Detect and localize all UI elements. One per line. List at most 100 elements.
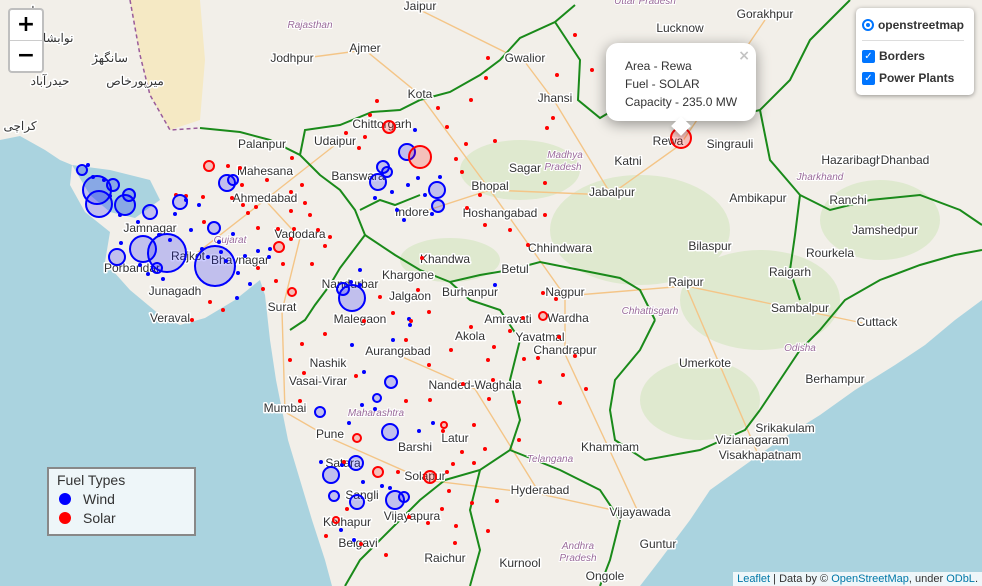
checkbox-checked-icon[interactable]: ✓ bbox=[861, 71, 875, 85]
solar-plant-dot[interactable] bbox=[454, 157, 458, 161]
solar-plant-dot[interactable] bbox=[276, 227, 280, 231]
solar-plant-marker[interactable] bbox=[203, 160, 215, 172]
wind-plant-dot[interactable] bbox=[161, 277, 165, 281]
solar-plant-dot[interactable] bbox=[440, 507, 444, 511]
wind-plant-marker[interactable] bbox=[398, 491, 410, 503]
solar-plant-dot[interactable] bbox=[465, 206, 469, 210]
solar-plant-dot[interactable] bbox=[484, 76, 488, 80]
wind-plant-dot[interactable] bbox=[417, 429, 421, 433]
solar-plant-dot[interactable] bbox=[300, 183, 304, 187]
wind-plant-dot[interactable] bbox=[413, 128, 417, 132]
solar-plant-dot[interactable] bbox=[362, 319, 366, 323]
wind-plant-marker[interactable] bbox=[322, 466, 340, 484]
wind-plant-dot[interactable] bbox=[438, 175, 442, 179]
wind-plant-marker[interactable] bbox=[142, 204, 158, 220]
solar-plant-dot[interactable] bbox=[345, 507, 349, 511]
base-layer-openstreetmap[interactable]: openstreetmap bbox=[861, 14, 964, 36]
solar-plant-dot[interactable] bbox=[357, 146, 361, 150]
wind-plant-dot[interactable] bbox=[395, 208, 399, 212]
solar-plant-dot[interactable] bbox=[384, 553, 388, 557]
solar-plant-dot[interactable] bbox=[226, 164, 230, 168]
solar-plant-dot[interactable] bbox=[238, 166, 242, 170]
solar-plant-dot[interactable] bbox=[324, 534, 328, 538]
wind-plant-marker[interactable] bbox=[369, 173, 387, 191]
solar-plant-dot[interactable] bbox=[316, 228, 320, 232]
wind-plant-dot[interactable] bbox=[406, 183, 410, 187]
solar-plant-dot[interactable] bbox=[261, 287, 265, 291]
solar-plant-dot[interactable] bbox=[478, 193, 482, 197]
wind-plant-marker[interactable] bbox=[194, 245, 236, 287]
zoom-out-button[interactable]: − bbox=[16, 43, 36, 68]
solar-plant-dot[interactable] bbox=[445, 470, 449, 474]
solar-plant-dot[interactable] bbox=[202, 220, 206, 224]
wind-plant-dot[interactable] bbox=[350, 343, 354, 347]
wind-plant-marker[interactable] bbox=[122, 188, 136, 202]
wind-plant-marker[interactable] bbox=[348, 455, 364, 471]
solar-plant-dot[interactable] bbox=[256, 266, 260, 270]
solar-plant-dot[interactable] bbox=[590, 68, 594, 72]
solar-plant-marker[interactable] bbox=[352, 433, 362, 443]
solar-plant-dot[interactable] bbox=[208, 300, 212, 304]
solar-plant-dot[interactable] bbox=[420, 256, 424, 260]
solar-plant-dot[interactable] bbox=[555, 73, 559, 77]
solar-plant-dot[interactable] bbox=[521, 316, 525, 320]
solar-plant-dot[interactable] bbox=[449, 348, 453, 352]
solar-plant-dot[interactable] bbox=[543, 213, 547, 217]
solar-plant-marker[interactable] bbox=[408, 145, 432, 169]
wind-plant-dot[interactable] bbox=[431, 421, 435, 425]
solar-plant-dot[interactable] bbox=[486, 358, 490, 362]
wind-plant-dot[interactable] bbox=[119, 241, 123, 245]
solar-plant-dot[interactable] bbox=[378, 295, 382, 299]
solar-plant-dot[interactable] bbox=[472, 423, 476, 427]
solar-plant-marker[interactable] bbox=[372, 466, 384, 478]
solar-plant-dot[interactable] bbox=[298, 399, 302, 403]
solar-plant-dot[interactable] bbox=[404, 399, 408, 403]
solar-plant-dot[interactable] bbox=[538, 380, 542, 384]
wind-plant-dot[interactable] bbox=[248, 282, 252, 286]
solar-plant-dot[interactable] bbox=[426, 521, 430, 525]
solar-plant-dot[interactable] bbox=[289, 190, 293, 194]
solar-plant-dot[interactable] bbox=[416, 288, 420, 292]
wind-plant-dot[interactable] bbox=[136, 220, 140, 224]
wind-plant-marker[interactable] bbox=[398, 143, 416, 161]
solar-plant-marker[interactable] bbox=[287, 287, 297, 297]
solar-plant-dot[interactable] bbox=[375, 99, 379, 103]
solar-plant-dot[interactable] bbox=[354, 374, 358, 378]
solar-plant-dot[interactable] bbox=[240, 183, 244, 187]
wind-plant-dot[interactable] bbox=[347, 421, 351, 425]
solar-plant-dot[interactable] bbox=[254, 205, 258, 209]
wind-plant-dot[interactable] bbox=[391, 338, 395, 342]
wind-plant-marker[interactable] bbox=[372, 393, 382, 403]
solar-plant-dot[interactable] bbox=[554, 297, 558, 301]
solar-plant-dot[interactable] bbox=[404, 338, 408, 342]
solar-plant-dot[interactable] bbox=[428, 398, 432, 402]
solar-plant-dot[interactable] bbox=[464, 142, 468, 146]
wind-plant-dot[interactable] bbox=[219, 250, 223, 254]
solar-plant-dot[interactable] bbox=[368, 113, 372, 117]
solar-plant-dot[interactable] bbox=[573, 354, 577, 358]
wind-plant-marker[interactable] bbox=[151, 262, 163, 274]
radio-icon[interactable] bbox=[861, 19, 874, 31]
wind-plant-marker[interactable] bbox=[129, 235, 157, 263]
solar-plant-dot[interactable] bbox=[407, 515, 411, 519]
solar-plant-dot[interactable] bbox=[308, 213, 312, 217]
solar-plant-dot[interactable] bbox=[469, 98, 473, 102]
solar-plant-dot[interactable] bbox=[558, 401, 562, 405]
wind-plant-dot[interactable] bbox=[349, 280, 353, 284]
solar-plant-dot[interactable] bbox=[491, 378, 495, 382]
solar-plant-dot[interactable] bbox=[454, 524, 458, 528]
solar-plant-dot[interactable] bbox=[508, 329, 512, 333]
solar-plant-dot[interactable] bbox=[451, 462, 455, 466]
solar-plant-dot[interactable] bbox=[246, 211, 250, 215]
wind-plant-marker[interactable] bbox=[85, 190, 113, 218]
wind-plant-dot[interactable] bbox=[493, 283, 497, 287]
solar-plant-dot[interactable] bbox=[561, 373, 565, 377]
wind-plant-dot[interactable] bbox=[189, 228, 193, 232]
wind-plant-dot[interactable] bbox=[402, 218, 406, 222]
solar-plant-marker[interactable] bbox=[440, 421, 448, 429]
wind-plant-dot[interactable] bbox=[373, 407, 377, 411]
solar-plant-dot[interactable] bbox=[290, 156, 294, 160]
solar-plant-dot[interactable] bbox=[460, 450, 464, 454]
wind-plant-marker[interactable] bbox=[336, 282, 350, 296]
solar-plant-dot[interactable] bbox=[427, 363, 431, 367]
